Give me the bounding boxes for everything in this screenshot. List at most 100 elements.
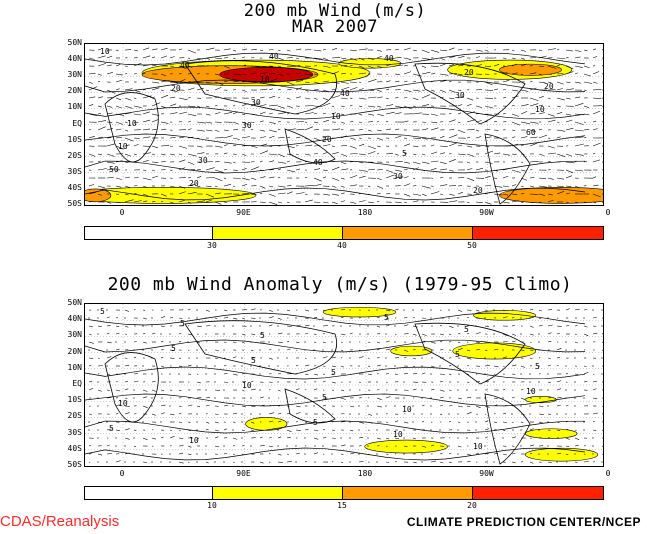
coastline	[184, 60, 337, 115]
wind-vector	[349, 65, 353, 67]
lat-tick-label: 20N	[67, 86, 82, 96]
wind-vector	[538, 341, 540, 343]
wind-vector	[232, 325, 234, 327]
wind-vector	[349, 357, 351, 359]
wind-vector	[592, 128, 598, 131]
wind-vector	[538, 405, 544, 407]
wind-vector	[529, 444, 534, 447]
contour-label: 5	[251, 356, 256, 365]
contour-label: 10	[331, 112, 341, 121]
wind-vector	[169, 405, 171, 407]
wind-vector	[430, 121, 438, 124]
wind-vector	[340, 200, 346, 203]
wind-vector	[268, 324, 273, 327]
wind-vector	[313, 201, 321, 203]
wind-vector	[142, 169, 147, 171]
wind-vector	[313, 183, 322, 187]
wind-vector	[268, 357, 273, 360]
wind-vector	[592, 159, 600, 163]
wind-vector	[439, 193, 444, 195]
wind-vector	[574, 453, 576, 455]
wind-vector	[574, 49, 582, 53]
contour-label: 50	[109, 165, 119, 174]
wind-vector	[502, 316, 508, 319]
wind-vector	[457, 381, 459, 383]
wind-vector	[520, 177, 528, 181]
wind-vector	[169, 103, 177, 107]
wind-vector	[241, 168, 247, 171]
contour-label: 10	[526, 387, 536, 396]
wind-vector	[367, 145, 377, 150]
wind-vector	[547, 119, 556, 123]
wind-vector	[259, 120, 264, 123]
wind-vector	[475, 332, 481, 335]
wind-vector	[376, 429, 378, 431]
wind-vector	[259, 96, 265, 99]
wind-vector	[133, 144, 139, 147]
wind-vector	[133, 413, 137, 415]
wind-vector	[466, 333, 470, 335]
contour-label: 10	[118, 399, 128, 408]
wind-vector	[565, 127, 574, 131]
wind-vector	[169, 461, 171, 463]
wind-vector	[529, 461, 534, 464]
wind-vector	[214, 112, 221, 115]
wind-vector	[358, 429, 360, 431]
wind-vector	[565, 453, 569, 456]
wind-vector	[124, 309, 130, 312]
wind-vector	[277, 461, 283, 463]
wind-vector	[115, 160, 123, 163]
wind-vector	[124, 185, 131, 189]
wind-vector	[340, 192, 345, 195]
wind-vector	[187, 65, 193, 68]
wind-vector	[313, 97, 318, 100]
wind-vector	[430, 341, 436, 344]
wind-vector	[250, 325, 252, 327]
wind-vector	[583, 81, 593, 84]
wind-vector	[160, 404, 166, 407]
wind-vector	[142, 55, 151, 59]
wind-vector	[574, 437, 580, 440]
wind-vector	[547, 357, 551, 359]
wind-vector	[304, 193, 308, 196]
wind-vector	[196, 169, 201, 171]
wind-vector	[349, 201, 357, 204]
wind-vector	[484, 357, 486, 359]
wind-vector	[286, 453, 289, 455]
wind-vector	[538, 55, 547, 59]
wind-vector	[151, 332, 156, 335]
wind-vector	[295, 87, 302, 91]
wind-vector	[160, 145, 170, 147]
wind-vector	[511, 461, 516, 464]
wind-vector	[439, 161, 447, 165]
wind-vector	[304, 81, 310, 83]
wind-vector	[187, 128, 192, 131]
wind-vector	[430, 309, 432, 311]
wind-vector	[412, 309, 414, 311]
wind-vector	[592, 56, 598, 59]
wind-vector	[484, 192, 491, 195]
wind-vector	[421, 65, 427, 68]
wind-vector	[196, 405, 201, 407]
wind-vector	[502, 437, 504, 439]
wind-vector	[439, 49, 448, 52]
wind-vector	[223, 144, 228, 147]
wind-vector	[538, 128, 542, 131]
wind-vector	[367, 185, 371, 188]
wind-vector	[313, 105, 323, 107]
wind-map: 1020304040306050403020302010102010105202…	[85, 44, 603, 205]
wind-vector	[97, 333, 99, 335]
wind-vector	[268, 445, 273, 448]
wind-vector	[133, 177, 139, 179]
wind-vector	[106, 121, 113, 123]
wind-vector	[133, 389, 135, 391]
wind-vector	[511, 200, 520, 203]
wind-vector	[421, 89, 425, 91]
contour-label: 40	[269, 52, 279, 61]
wind-vector	[601, 113, 603, 115]
wind-vector	[358, 461, 364, 463]
wind-vector	[376, 348, 381, 351]
contour-label: 40	[313, 158, 323, 167]
contour-label: 10	[100, 47, 110, 56]
wind-vector	[574, 341, 578, 344]
